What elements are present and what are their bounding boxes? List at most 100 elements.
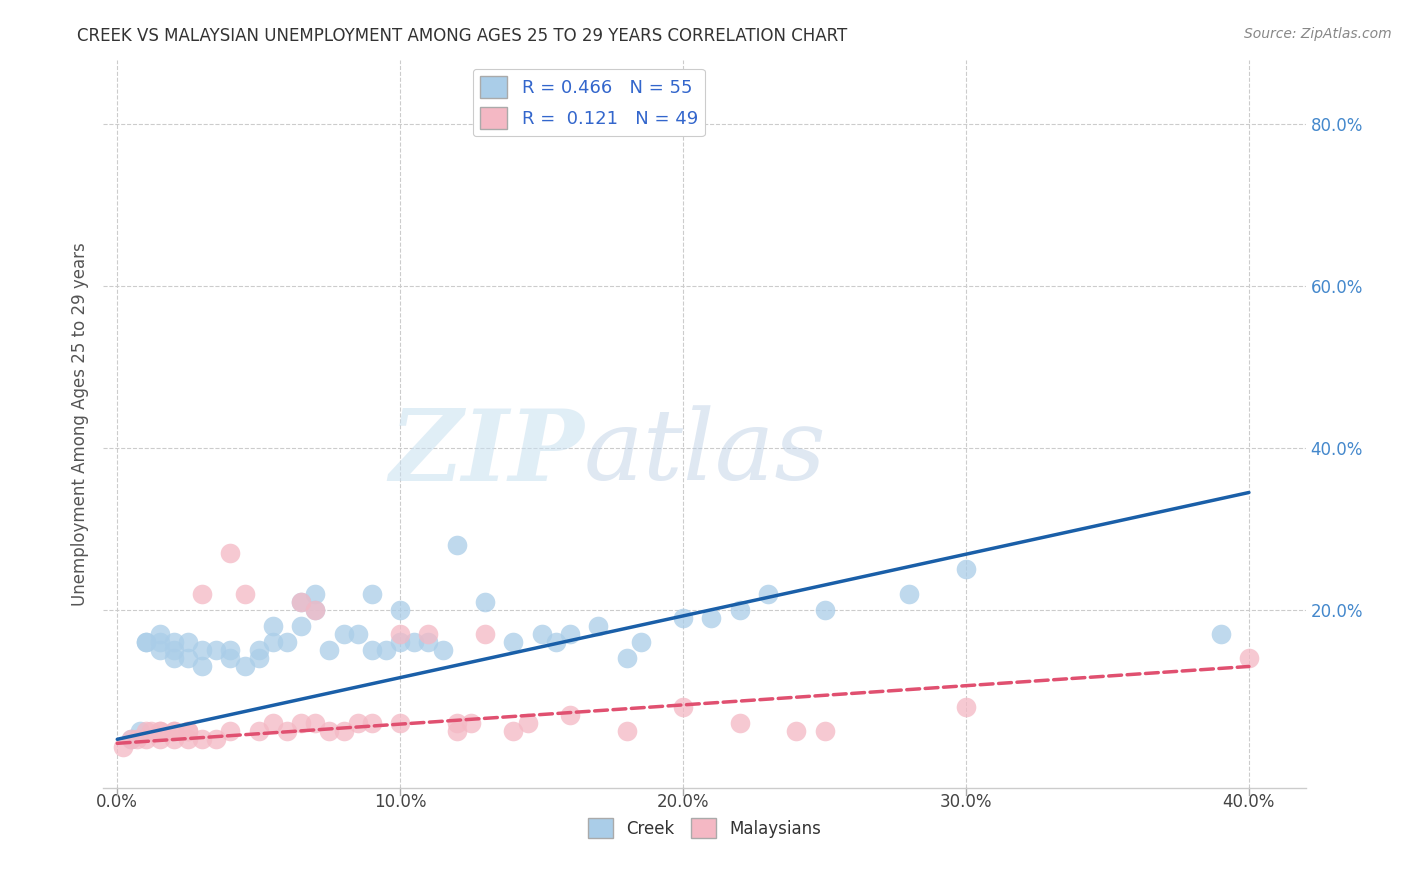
Point: [233, 587, 256, 601]
Point: [120, 732, 142, 747]
Point: [502, 724, 524, 739]
Point: [318, 643, 340, 657]
Point: [304, 603, 326, 617]
Point: [756, 587, 779, 601]
Point: [361, 587, 384, 601]
Point: [586, 619, 609, 633]
Point: [111, 740, 134, 755]
Point: [418, 635, 440, 649]
Point: [163, 643, 186, 657]
Point: [728, 603, 751, 617]
Point: [346, 716, 368, 731]
Point: [558, 708, 581, 723]
Point: [558, 627, 581, 641]
Point: [163, 724, 186, 739]
Point: [191, 732, 214, 747]
Point: [728, 716, 751, 731]
Point: [630, 635, 652, 649]
Point: [813, 724, 835, 739]
Point: [135, 724, 157, 739]
Point: [163, 651, 186, 665]
Point: [141, 724, 163, 739]
Point: [389, 635, 412, 649]
Point: [177, 651, 200, 665]
Point: [474, 627, 496, 641]
Point: [460, 716, 482, 731]
Text: Source: ZipAtlas.com: Source: ZipAtlas.com: [1244, 27, 1392, 41]
Point: [404, 635, 426, 649]
Point: [135, 635, 157, 649]
Point: [219, 546, 242, 560]
Point: [955, 562, 977, 576]
Point: [955, 700, 977, 714]
Point: [502, 635, 524, 649]
Point: [474, 595, 496, 609]
Point: [177, 635, 200, 649]
Point: [898, 587, 921, 601]
Point: [785, 724, 807, 739]
Point: [276, 724, 298, 739]
Point: [149, 635, 172, 649]
Point: [219, 651, 242, 665]
Point: [163, 724, 186, 739]
Point: [332, 724, 354, 739]
Text: ZIP: ZIP: [389, 405, 583, 501]
Point: [262, 635, 284, 649]
Point: [191, 659, 214, 673]
Point: [304, 603, 326, 617]
Point: [1237, 651, 1260, 665]
Point: [290, 619, 312, 633]
Point: [149, 732, 172, 747]
Point: [191, 587, 214, 601]
Point: [129, 724, 152, 739]
Point: [375, 643, 398, 657]
Point: [616, 724, 638, 739]
Legend: Creek, Malaysians: Creek, Malaysians: [581, 812, 828, 845]
Point: [616, 651, 638, 665]
Point: [304, 716, 326, 731]
Point: [446, 538, 468, 552]
Point: [163, 732, 186, 747]
Point: [205, 643, 228, 657]
Point: [262, 716, 284, 731]
Point: [290, 595, 312, 609]
Point: [177, 732, 200, 747]
Point: [125, 732, 148, 747]
Point: [135, 635, 157, 649]
Point: [262, 619, 284, 633]
Point: [446, 716, 468, 731]
Point: [233, 659, 256, 673]
Point: [177, 724, 200, 739]
Point: [149, 724, 172, 739]
Point: [389, 603, 412, 617]
Point: [700, 611, 723, 625]
Point: [446, 724, 468, 739]
Point: [418, 627, 440, 641]
Point: [304, 587, 326, 601]
Point: [318, 724, 340, 739]
Point: [389, 627, 412, 641]
Point: [332, 627, 354, 641]
Point: [205, 732, 228, 747]
Point: [247, 651, 270, 665]
Text: atlas: atlas: [583, 405, 827, 500]
Point: [120, 732, 142, 747]
Point: [149, 724, 172, 739]
Point: [672, 700, 695, 714]
Point: [149, 627, 172, 641]
Point: [177, 724, 200, 739]
Point: [544, 635, 567, 649]
Point: [346, 627, 368, 641]
Y-axis label: Unemployment Among Ages 25 to 29 years: Unemployment Among Ages 25 to 29 years: [72, 242, 89, 606]
Point: [247, 643, 270, 657]
Point: [290, 716, 312, 731]
Point: [361, 643, 384, 657]
Point: [1209, 627, 1232, 641]
Point: [516, 716, 538, 731]
Point: [247, 724, 270, 739]
Point: [219, 643, 242, 657]
Point: [672, 611, 695, 625]
Point: [219, 724, 242, 739]
Point: [361, 716, 384, 731]
Point: [163, 635, 186, 649]
